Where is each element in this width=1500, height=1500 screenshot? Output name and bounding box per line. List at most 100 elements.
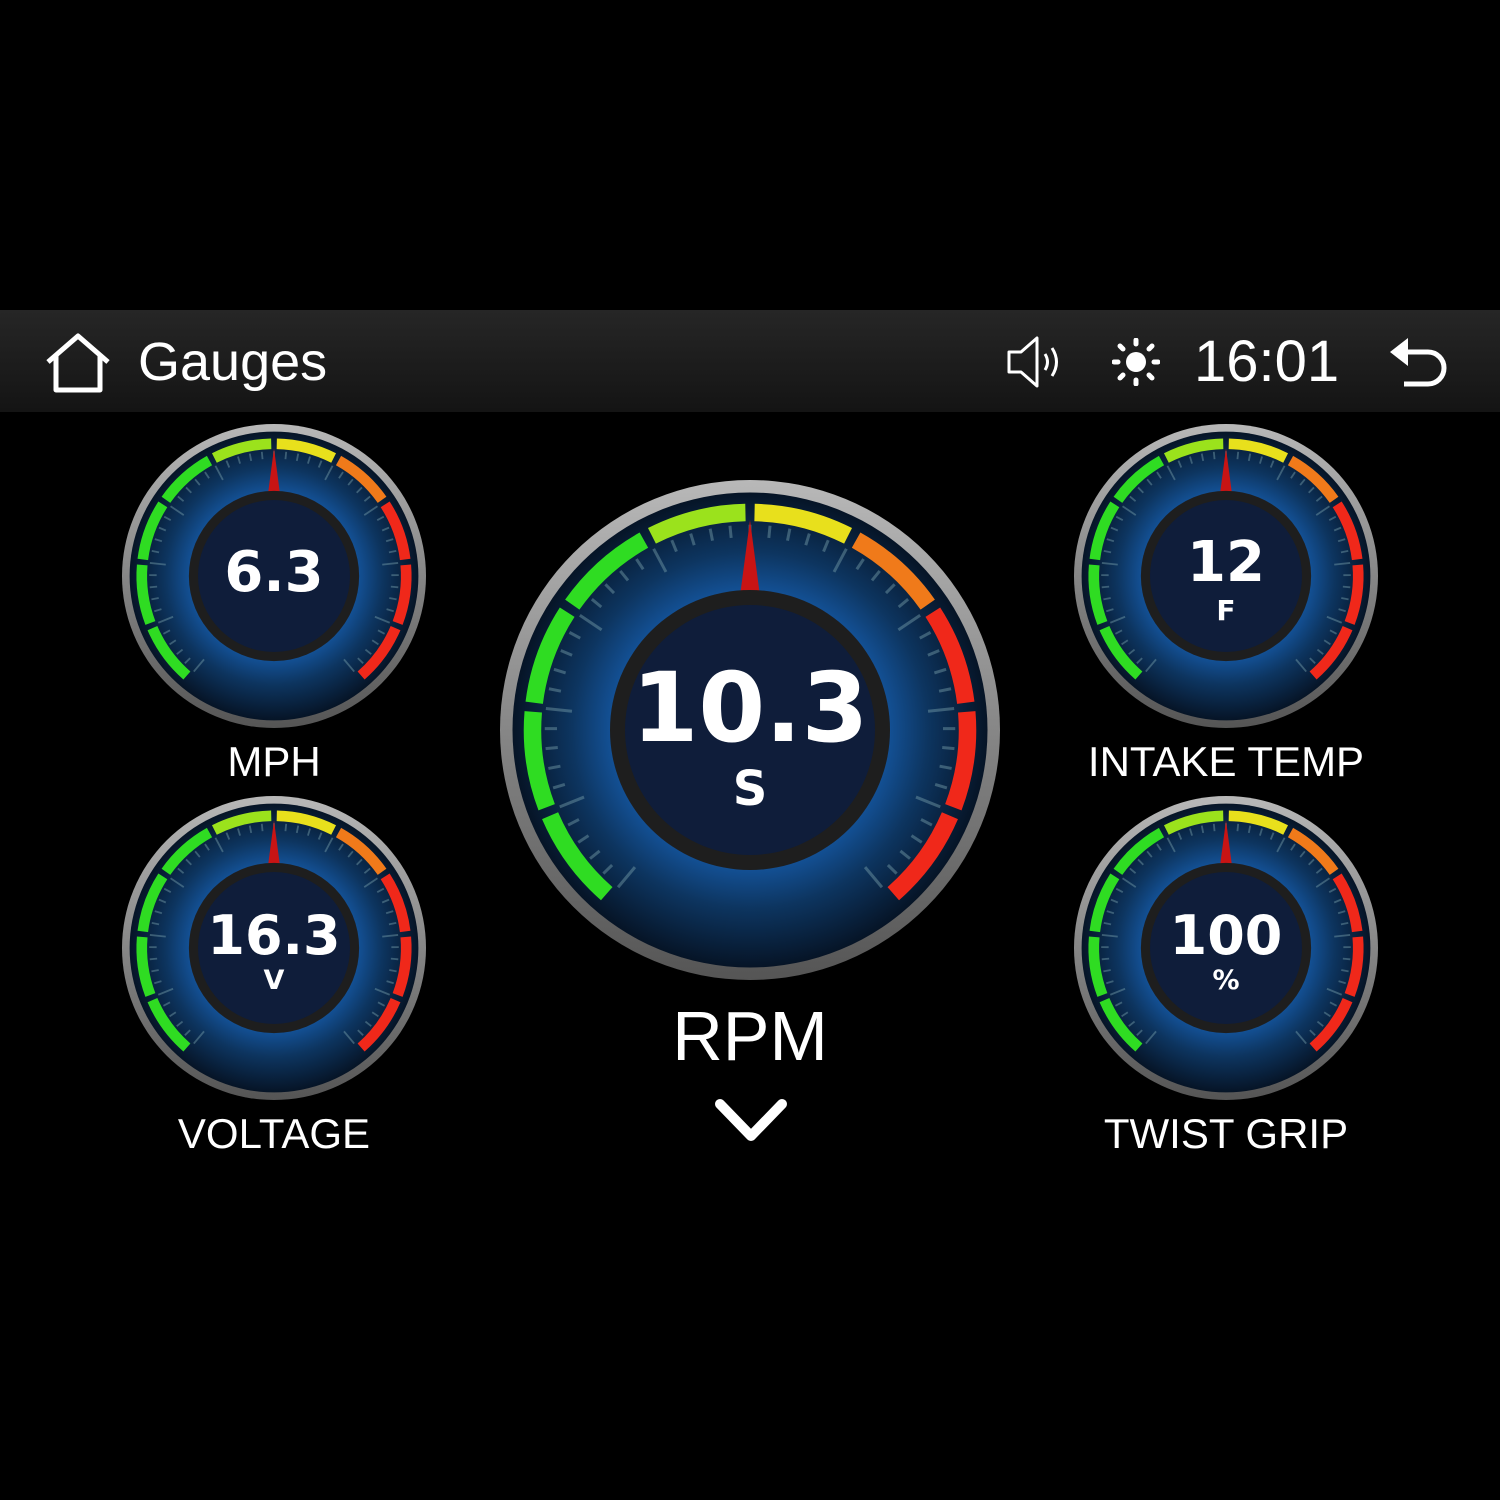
gauge-tick xyxy=(589,849,601,860)
gauge-tick xyxy=(1200,825,1205,834)
gauge-tick xyxy=(376,887,385,893)
gauge-tick xyxy=(176,648,184,655)
gauge-value: 16.3 xyxy=(207,903,341,967)
gauge-tick xyxy=(708,528,714,541)
gauge-tick xyxy=(934,783,948,790)
gauge-needle xyxy=(1220,448,1232,493)
gauge-tick xyxy=(177,867,185,874)
gauge-tick xyxy=(579,613,603,632)
gauge-scale-segment xyxy=(1099,997,1143,1052)
gauge-tick xyxy=(1290,471,1296,479)
gauge-tick xyxy=(832,548,848,573)
gauge-tick xyxy=(899,849,911,860)
gauge-scale-segment xyxy=(211,438,272,463)
gauge-tick xyxy=(284,823,288,832)
back-icon[interactable] xyxy=(1388,334,1450,392)
gauge-tick xyxy=(786,528,792,541)
gauge-tick xyxy=(619,569,630,582)
chevron-down-icon[interactable] xyxy=(714,1098,788,1144)
brightness-icon[interactable] xyxy=(1112,338,1160,386)
gauge-value: 6.3 xyxy=(224,540,324,606)
gauge-scale-segment xyxy=(1332,501,1363,561)
gauge-tick xyxy=(1145,1030,1157,1045)
gauge-intake-temp[interactable]: 12 F xyxy=(1069,419,1383,733)
gauge-tick xyxy=(1342,585,1351,589)
gauge-tick xyxy=(193,1030,205,1045)
gauge-tick xyxy=(1128,1020,1136,1027)
gauge-tick xyxy=(545,707,573,713)
gauge-tick xyxy=(1316,1020,1324,1027)
gauge-tick xyxy=(317,460,323,468)
gauge-tick xyxy=(1316,648,1324,655)
gauge-tick xyxy=(1309,657,1316,664)
gauge-tick xyxy=(149,957,158,961)
gauge-tick xyxy=(154,910,163,915)
gauge-scale-segment xyxy=(851,532,935,610)
gauge-scale-segment xyxy=(525,607,575,704)
gauge-tick xyxy=(1146,478,1153,486)
gauge-mph[interactable]: 6.3 xyxy=(117,419,431,733)
gauge-tick xyxy=(1276,837,1286,853)
gauge-twist-grip[interactable]: 100% xyxy=(1069,791,1383,1105)
gauge-tick xyxy=(1342,957,1351,961)
gauge-scale-segment xyxy=(647,503,746,544)
gauge-tick xyxy=(169,1011,177,1018)
gauge-scale-segment xyxy=(392,936,412,997)
gauge-tick xyxy=(1115,515,1124,521)
gauge-voltage[interactable]: 16.3 V xyxy=(117,791,431,1105)
clock: 16:01 xyxy=(1194,329,1340,394)
gauge-tick xyxy=(1326,615,1343,624)
gauge-tick xyxy=(248,453,253,462)
gauge-tick xyxy=(1338,608,1346,613)
gauge-tick xyxy=(1109,615,1126,624)
gauge-tick xyxy=(1128,648,1136,655)
gauge-tick xyxy=(184,1029,191,1036)
gauge-tick xyxy=(390,957,399,961)
gauge-scale-segment xyxy=(137,873,168,933)
gauge-tick xyxy=(670,539,678,553)
gauge-scale-segment xyxy=(565,532,649,610)
gauge-tick xyxy=(154,980,162,985)
gauge-needle xyxy=(268,448,280,493)
gauge-tick xyxy=(157,987,174,996)
gauge-tick xyxy=(324,837,334,853)
gauge-tick xyxy=(767,525,772,539)
gauge-tick xyxy=(604,583,616,595)
gauge-scale-segment xyxy=(1228,438,1289,463)
gauge-tick xyxy=(1269,460,1275,468)
gauge-tick xyxy=(1129,867,1137,874)
gauge-scale-segment xyxy=(161,455,213,503)
gauge-tick xyxy=(915,795,941,809)
gauge-tick xyxy=(260,823,264,832)
gauge-tick xyxy=(804,533,811,546)
gauge-tick xyxy=(385,910,394,915)
gauge-tick xyxy=(1106,608,1114,613)
gauge-scale-segment xyxy=(392,564,412,625)
gauge-tick xyxy=(822,539,830,553)
gauge-tick xyxy=(1247,825,1252,834)
gauge-scale-segment xyxy=(1089,501,1120,561)
gauge-scale-segment xyxy=(1163,810,1224,835)
gauge-tick xyxy=(169,639,177,646)
gauge-tick xyxy=(158,898,167,904)
gauge-tick xyxy=(149,562,166,566)
gauge-tick xyxy=(1110,898,1119,904)
gauge-tick xyxy=(338,843,344,851)
gauge-tick xyxy=(376,515,385,521)
gauge-tick xyxy=(1329,1001,1338,1007)
home-icon[interactable] xyxy=(44,332,112,394)
gauge-tick xyxy=(1333,526,1342,532)
gauge-tick xyxy=(389,597,397,601)
gauge-tick xyxy=(1299,850,1306,858)
gauge-tick xyxy=(377,629,386,635)
gauge-scale-segment xyxy=(136,936,156,997)
gauge-tick xyxy=(590,598,603,609)
gauge-label-intake-temp: INTAKE TEMP xyxy=(1087,738,1365,785)
gauge-rpm[interactable]: 10.3 S xyxy=(495,475,1005,985)
gauge-label-twist-grip: TWIST GRIP xyxy=(1103,1110,1349,1157)
gauge-tick xyxy=(385,538,394,543)
gauge-tick xyxy=(386,608,394,613)
gauge-label-voltage: VOLTAGE xyxy=(177,1110,371,1157)
volume-icon[interactable] xyxy=(1005,334,1063,390)
gauge-scale-segment xyxy=(1344,564,1364,625)
